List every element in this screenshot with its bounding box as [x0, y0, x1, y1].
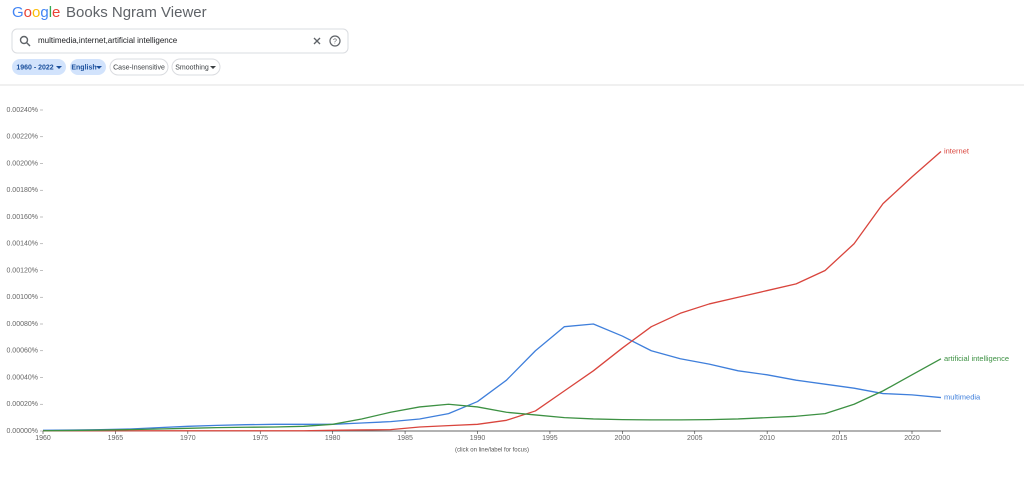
- filter-chip[interactable]: [12, 59, 66, 75]
- y-tick-label: 0.00100%: [6, 294, 38, 301]
- y-tick-label: 0.00180%: [6, 187, 38, 194]
- x-tick-label: 2005: [687, 435, 703, 442]
- search-query[interactable]: multimedia,internet,artificial intellige…: [38, 36, 178, 45]
- app-title: Books Ngram Viewer: [66, 4, 207, 21]
- logo: Google: [12, 4, 60, 21]
- x-tick-label: 1965: [108, 435, 124, 442]
- x-tick-label: 1975: [252, 435, 268, 442]
- x-tick-label: 1985: [397, 435, 413, 442]
- series-line[interactable]: [43, 150, 942, 432]
- series-label[interactable]: internet: [944, 146, 970, 155]
- y-tick-label: 0.00020%: [6, 401, 38, 408]
- x-tick-label: 2000: [615, 435, 631, 442]
- clear-button[interactable]: [313, 37, 321, 45]
- chip-label: Case-Insensitive: [113, 64, 165, 71]
- series-label[interactable]: artificial intelligence: [944, 354, 1009, 363]
- y-tick-label: 0.00120%: [6, 267, 38, 274]
- y-tick-label: 0.00080%: [6, 321, 38, 328]
- chip-label: 1960 - 2022: [16, 64, 53, 71]
- series-line[interactable]: [42, 323, 942, 431]
- y-tick-label: 0.00200%: [6, 160, 38, 167]
- x-tick-label: 1960: [35, 435, 51, 442]
- x-tick-label: 2010: [759, 435, 775, 442]
- y-tick-label: 0.00160%: [6, 214, 38, 221]
- filter-chip[interactable]: [109, 58, 169, 76]
- search-icon: [19, 35, 29, 45]
- chart: 0.00000% 0.00020% 0.00040% 0.00060% 0.00080%…: [6, 107, 1009, 454]
- x-tick-label: 1995: [542, 435, 558, 442]
- dropdown-arrow: [210, 66, 216, 69]
- y-tick-label: 0.00240%: [6, 107, 38, 114]
- series-label[interactable]: multimedia: [944, 393, 981, 402]
- help-button[interactable]: [329, 35, 341, 47]
- series-line[interactable]: [42, 358, 942, 432]
- search-box[interactable]: [11, 28, 349, 54]
- filter-chip[interactable]: [171, 58, 221, 76]
- x-tick-label: 1990: [470, 435, 486, 442]
- help-icon: ?: [333, 38, 337, 45]
- y-tick-label: 0.00140%: [6, 241, 38, 248]
- dropdown-arrow: [56, 66, 62, 69]
- x-tick-label: 2020: [904, 435, 920, 442]
- x-tick-label: 1970: [180, 435, 196, 442]
- chip-label: English: [71, 64, 96, 71]
- x-tick-label: 2015: [832, 435, 848, 442]
- dropdown-arrow: [96, 66, 102, 69]
- footnote: (click on line/label for focus): [455, 448, 529, 454]
- y-tick-label: 0.00040%: [6, 374, 38, 381]
- y-tick-label: 0.00000%: [6, 428, 38, 435]
- y-tick-label: 0.00220%: [6, 134, 38, 141]
- y-tick-label: 0.00060%: [6, 348, 38, 355]
- x-tick-label: 1980: [325, 435, 341, 442]
- filter-chip[interactable]: [70, 59, 106, 75]
- chip-label: Smoothing: [175, 64, 209, 71]
- search-icon: [26, 42, 31, 47]
